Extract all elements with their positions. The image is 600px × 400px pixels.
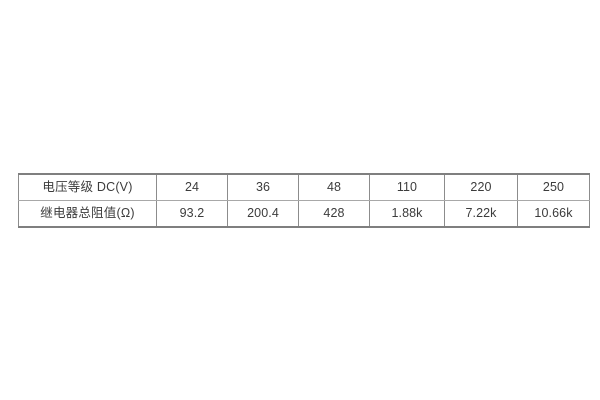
voltage-cell-5: 220 [444,173,518,201]
table-body: 电压等级 DC(V) 24 36 48 110 220 250 继电器总阻值(Ω… [18,173,590,228]
resistance-cell-6: 10.66k [517,200,590,228]
voltage-cell-6: 250 [517,173,590,201]
resistance-cell-3: 428 [298,200,370,228]
resistance-cell-4: 1.88k [369,200,445,228]
voltage-cell-3: 48 [298,173,370,201]
relay-spec-table-container: 电压等级 DC(V) 24 36 48 110 220 250 继电器总阻值(Ω… [18,173,590,228]
row-label-voltage: 电压等级 DC(V) [18,173,157,201]
resistance-cell-2: 200.4 [227,200,299,228]
table-row-resistance: 继电器总阻值(Ω) 93.2 200.4 428 1.88k 7.22k 10.… [18,200,590,228]
table-row-voltage: 电压等级 DC(V) 24 36 48 110 220 250 [18,173,590,201]
resistance-cell-1: 93.2 [156,200,228,228]
relay-spec-table: 电压等级 DC(V) 24 36 48 110 220 250 继电器总阻值(Ω… [18,173,590,228]
row-label-resistance: 继电器总阻值(Ω) [18,200,157,228]
voltage-cell-2: 36 [227,173,299,201]
resistance-cell-5: 7.22k [444,200,518,228]
voltage-cell-4: 110 [369,173,445,201]
voltage-cell-1: 24 [156,173,228,201]
